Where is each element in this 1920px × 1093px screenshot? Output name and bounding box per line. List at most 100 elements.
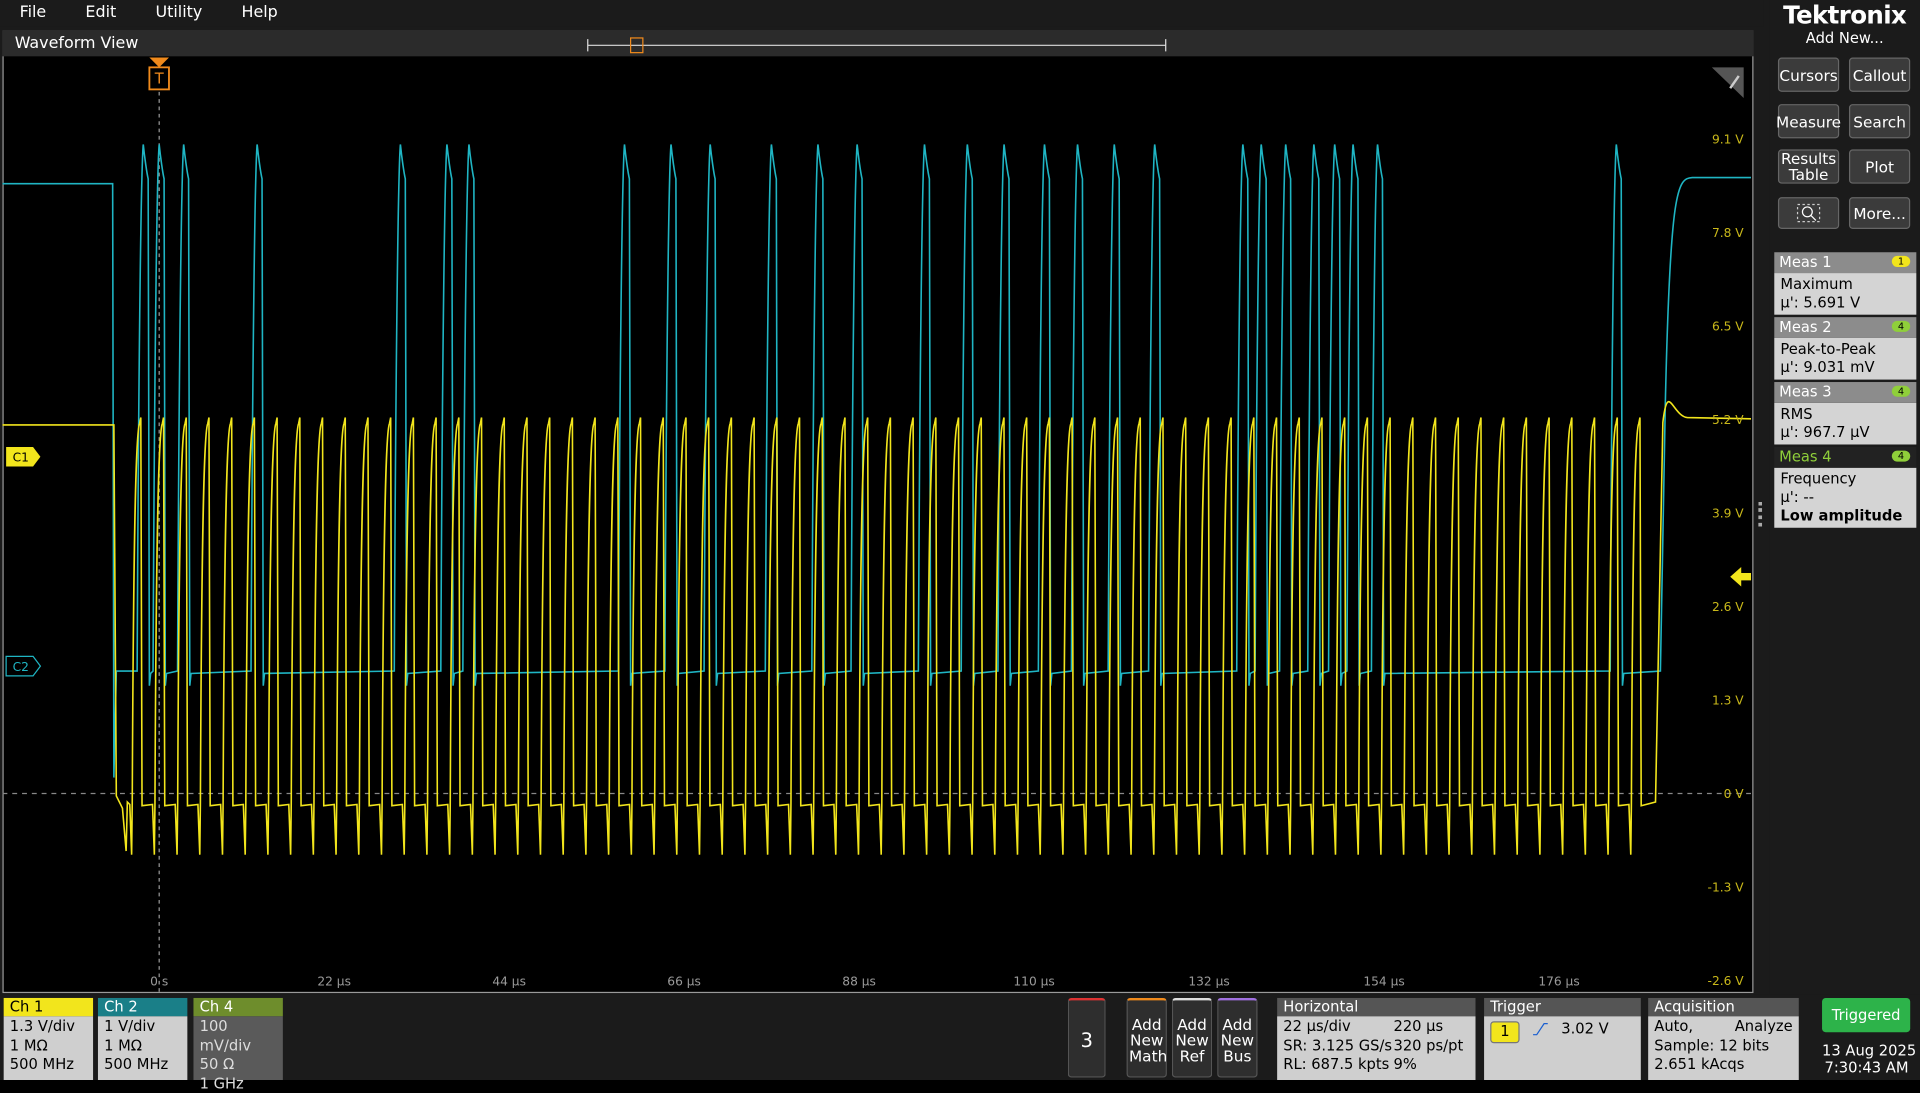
c1-label: C1 [13, 451, 29, 465]
horizontal-value: 220 µs [1393, 1017, 1444, 1035]
measurement-body: Maximum µ': 5.691 V [1774, 273, 1917, 315]
trigger-arrow [149, 57, 169, 68]
channel-setting: 1 V/div [104, 1017, 156, 1035]
acquisition-value: Auto, [1654, 1017, 1694, 1035]
measurement-type: Peak-to-Peak [1780, 340, 1876, 358]
measurement-body: Peak-to-Peak µ': 9.031 mV [1774, 337, 1917, 380]
measurement-badge: 1 [1891, 255, 1911, 267]
trigger-level-arrow[interactable] [1730, 566, 1752, 587]
add-new-label: Add New... [1805, 29, 1884, 47]
c1-marker[interactable] [6, 446, 41, 467]
horizontal-value: SR: 3.125 GS/s [1283, 1036, 1393, 1054]
zoom-trigger [630, 37, 644, 54]
c2-label: C2 [13, 660, 29, 674]
trigger-badge[interactable]: Trigger 1 3.02 V [1484, 997, 1641, 1081]
measurement-type: Frequency [1780, 470, 1857, 488]
corner-tool[interactable] [1711, 67, 1744, 98]
x-axis-label: 44 µs [492, 975, 526, 989]
measurement-card[interactable]: Meas 3 4 RMS µ': 967.7 µV [1774, 382, 1917, 445]
acquisition-value: Analyze [1734, 1017, 1793, 1035]
x-axis-label: 176 µs [1538, 975, 1579, 989]
horizontal-value: 9% [1393, 1055, 1417, 1073]
time: 7:30:43 AM [1824, 1059, 1909, 1077]
measurement-card[interactable]: Meas 2 4 Peak-to-Peak µ': 9.031 mV [1774, 317, 1917, 380]
trigger-status[interactable]: Triggered [1822, 997, 1911, 1033]
channel-setting: 1 MΩ [9, 1036, 48, 1054]
x-axis-label: 132 µs [1188, 975, 1229, 989]
y-axis-label: 2.6 V [1712, 600, 1744, 614]
acquisition-badge[interactable]: Acquisition Auto, Analyze Sample: 12 bits 2.… [1648, 997, 1799, 1081]
panel-button[interactable]: Measure [1776, 104, 1841, 139]
channel-setting: 50 Ω [199, 1055, 235, 1073]
channel-settings: 1.3 V/div 1 MΩ 500 MHz [3, 1016, 94, 1081]
channel-settings: 1 V/div 1 MΩ 500 MHz [97, 1016, 188, 1081]
c2-marker[interactable] [5, 655, 42, 677]
y-axis-label: -2.6 V [1708, 974, 1745, 988]
panel-handle[interactable] [1758, 502, 1763, 527]
trigger-level: 3.02 V [1561, 1020, 1609, 1038]
zoom-bar [587, 39, 1167, 52]
menu-item[interactable]: Utility [155, 3, 203, 23]
menu-bar: File Edit Utility Help [0, 0, 1764, 27]
x-axis-label: 0 s [150, 975, 168, 989]
acquisition-settings: Auto, Analyze Sample: 12 bits 2.651 kAcqs [1648, 1016, 1799, 1081]
panel-button[interactable]: More... [1848, 197, 1911, 229]
y-axis-label: 5.2 V [1712, 413, 1744, 427]
menu-item[interactable]: Help [241, 3, 278, 23]
menu-item[interactable]: File [19, 3, 47, 23]
ch1-trace [2, 401, 1752, 855]
acquisition-row: 2.651 kAcqs [1654, 1056, 1792, 1075]
panel-button[interactable]: Plot [1848, 149, 1911, 184]
y-axis-label: 1.3 V [1712, 694, 1744, 708]
channel-setting: 1.3 V/div [9, 1017, 75, 1035]
y-axis-label: 0 V [1724, 787, 1745, 801]
menu-item[interactable]: Edit [85, 3, 117, 23]
zoom-button[interactable] [1777, 197, 1840, 229]
measurement-value: µ': -- [1780, 488, 1815, 506]
measurement-body: RMS µ': 967.7 µV [1774, 402, 1917, 445]
trigger-source: 1 [1490, 1021, 1520, 1043]
channel-setting: 500 MHz [104, 1055, 169, 1073]
add-new-button[interactable]: Add New Math [1126, 997, 1167, 1078]
y-axis-label: 3.9 V [1712, 506, 1744, 520]
panel-button[interactable]: Search [1848, 104, 1911, 139]
ch2-trace [2, 144, 1752, 778]
acquisition-title: Acquisition [1648, 997, 1799, 1017]
plot-area: T C1 C2 9.1 V 7.8 V 6.5 V 5.2 V 3.9 V 2.6 V 1.… [2, 57, 1752, 992]
channel-badge[interactable]: Ch 1 1.3 V/div 1 MΩ 500 MHz [3, 997, 94, 1081]
x-axis-label: 154 µs [1363, 975, 1404, 989]
measurement-value: µ': 5.691 V [1780, 293, 1861, 312]
corner-tool-icon [1729, 75, 1740, 89]
waveform-count[interactable]: 3 [1067, 997, 1106, 1078]
channel-setting: 1 GHz [199, 1074, 244, 1092]
measurement-value: µ': 9.031 mV [1780, 358, 1875, 376]
horizontal-title: Horizontal [1277, 997, 1476, 1017]
panel-button[interactable]: Callout [1848, 57, 1911, 92]
panel-button[interactable]: Results Table [1777, 149, 1840, 184]
date: 13 Aug 2025 [1822, 1042, 1917, 1060]
add-new-button[interactable]: Add New Ref [1171, 997, 1213, 1078]
horizontal-badge[interactable]: Horizontal 22 µs/div 220 µs SR: 3.125 GS/s 3… [1277, 997, 1476, 1081]
measurement-badge: 4 [1891, 385, 1911, 397]
measurement-body: Frequency µ': -- Low amplitude [1774, 467, 1917, 528]
horizontal-row: SR: 3.125 GS/s 320 ps/pt [1283, 1037, 1469, 1056]
horizontal-value: 320 ps/pt [1393, 1036, 1464, 1054]
add-new-button[interactable]: Add New Bus [1217, 997, 1258, 1078]
measurement-card[interactable]: Meas 1 1 Maximum µ': 5.691 V [1774, 252, 1917, 315]
measurement-type: RMS [1780, 405, 1813, 423]
channel-name: Ch 4 [193, 997, 283, 1017]
zoom-icon [1796, 203, 1821, 223]
panel-button[interactable]: Cursors [1777, 57, 1840, 92]
logo: Tektronix [1783, 0, 1907, 30]
measurement-card[interactable]: Meas 4 4 Frequency µ': -- Low amplitude [1774, 446, 1917, 528]
horizontal-value: RL: 687.5 kpts [1283, 1055, 1390, 1073]
measurement-badge: 4 [1891, 320, 1911, 332]
y-axis-label: 6.5 V [1712, 319, 1744, 333]
trigger-box [148, 66, 170, 91]
trigger-marker: T [154, 70, 165, 87]
horizontal-value: 22 µs/div [1283, 1017, 1351, 1035]
